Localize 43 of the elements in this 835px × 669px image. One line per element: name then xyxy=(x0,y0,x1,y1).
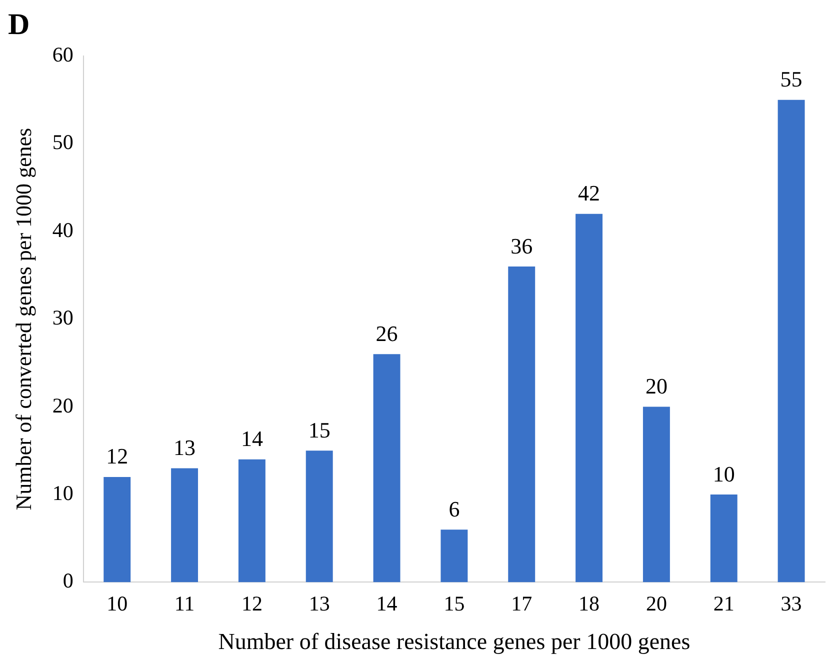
bar xyxy=(710,494,738,582)
x-axis-title: Number of disease resistance genes per 1000 genes xyxy=(218,629,690,654)
bar xyxy=(238,459,266,582)
bar xyxy=(306,450,333,582)
bar xyxy=(440,530,468,582)
data-label: 10 xyxy=(712,461,735,486)
data-label: 14 xyxy=(240,426,263,452)
data-label: 13 xyxy=(174,434,196,460)
x-tick-label: 18 xyxy=(578,591,600,616)
y-tick-label: 0 xyxy=(62,568,74,593)
x-tick-label: 15 xyxy=(444,591,465,616)
bar xyxy=(642,406,670,582)
data-label: 36 xyxy=(510,233,533,258)
y-tick-label: 10 xyxy=(52,481,74,506)
x-tick-label: 11 xyxy=(174,591,195,616)
chart-title: D xyxy=(8,8,30,41)
y-tick-label: 40 xyxy=(52,218,74,242)
bar xyxy=(576,214,603,582)
x-tick-label: 33 xyxy=(780,591,802,616)
x-tick-label: 10 xyxy=(106,591,128,616)
data-label: 20 xyxy=(645,374,668,399)
x-tick-label: 21 xyxy=(713,591,734,616)
y-tick-label: 20 xyxy=(52,393,74,418)
bar xyxy=(373,354,400,582)
x-tick-label: 12 xyxy=(241,591,262,616)
x-tick-label: 14 xyxy=(376,591,398,616)
x-tick-label: 13 xyxy=(308,591,330,616)
y-tick-label: 60 xyxy=(52,42,74,67)
data-label: 26 xyxy=(376,320,398,346)
bar xyxy=(508,266,536,582)
data-label: 6 xyxy=(448,496,460,522)
bar xyxy=(104,476,131,582)
data-label: 12 xyxy=(106,444,128,469)
bar xyxy=(171,468,198,582)
y-tick-label: 50 xyxy=(52,130,74,154)
x-tick-label: 20 xyxy=(646,591,667,616)
data-label: 55 xyxy=(780,66,802,92)
data-label: 15 xyxy=(308,417,330,442)
y-tick-label: 30 xyxy=(52,306,74,330)
x-tick-label: 17 xyxy=(511,591,532,616)
bar xyxy=(778,100,805,582)
data-label: 42 xyxy=(578,180,600,206)
y-axis-title: Number of converted genes per 1000 genes xyxy=(10,128,36,510)
